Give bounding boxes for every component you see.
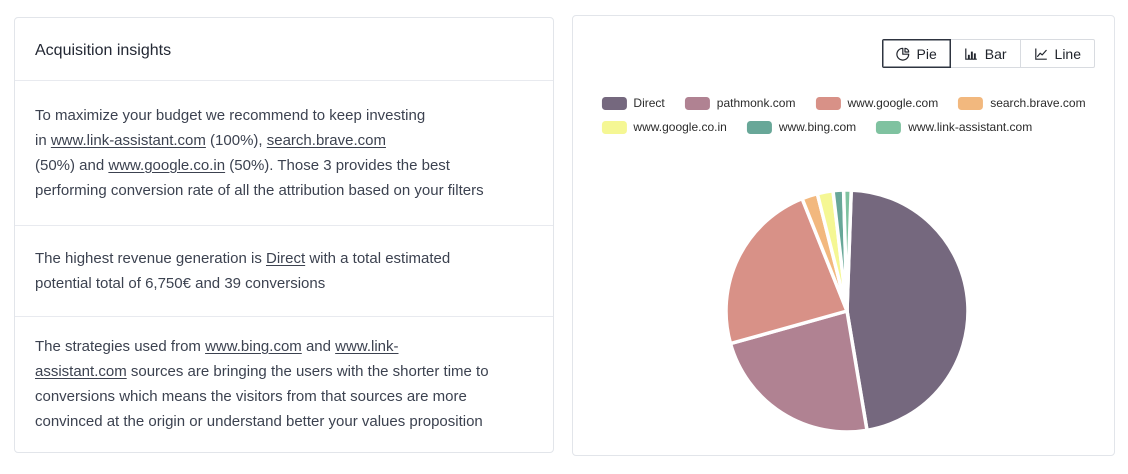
legend-row: Direct pathmonk.com www.google.com search.b…: [601, 96, 1086, 110]
insight-link[interactable]: Direct: [265, 250, 306, 267]
pie-slice-Direct[interactable]: [844, 188, 970, 433]
legend-swatch: [684, 96, 710, 110]
legend-item-www.bing.com[interactable]: www.bing.com: [746, 120, 857, 134]
insight-text: The strategies used from: [35, 338, 206, 355]
legend-label: Direct: [633, 96, 665, 110]
insight-sections: To maximize your budget we recommend to …: [15, 81, 553, 452]
bar-toggle-button[interactable]: Bar: [949, 39, 1021, 68]
insight-text: (100%),: [205, 132, 267, 149]
legend-label: pathmonk.com: [716, 96, 796, 110]
line-toggle-label: Line: [1054, 45, 1081, 62]
insight-link[interactable]: search.brave.com: [266, 132, 386, 149]
insight-paragraph: The strategies used from www.bing.com an…: [15, 317, 553, 452]
insight-text: To maximize your budget we recommend to …: [35, 107, 426, 149]
line-toggle-button[interactable]: Line: [1019, 39, 1095, 68]
legend-swatch: [876, 120, 902, 134]
legend-label: www.link-assistant.com: [908, 120, 1033, 134]
pie-toggle-label: Pie: [916, 45, 937, 62]
line-chart-icon: [1034, 48, 1047, 60]
pie-slice-www.google.com[interactable]: [723, 196, 849, 346]
legend-item-www.google.co.in[interactable]: www.google.co.in: [601, 120, 727, 134]
insight-link[interactable]: www.link- assistant.com: [35, 338, 399, 380]
chart-card: Pie Bar Line Direct pathmonk.com www.googl…: [572, 15, 1115, 456]
legend-swatch: [746, 120, 772, 134]
legend-item-pathmonk.com[interactable]: pathmonk.com: [684, 96, 796, 110]
insight-link[interactable]: www.google.co.in: [108, 157, 226, 174]
legend-label: www.bing.com: [778, 120, 857, 134]
pie-slice-www.link-assistant.com[interactable]: [841, 188, 853, 313]
legend-label: search.brave.com: [990, 96, 1086, 110]
legend-item-search.brave.com[interactable]: search.brave.com: [958, 96, 1086, 110]
insights-card-title: Acquisition insights: [15, 18, 553, 81]
legend-row: www.google.co.in www.bing.com www.link-ass…: [601, 120, 1032, 134]
insight-text: sources are bringing the users with the …: [35, 363, 489, 430]
legend-swatch: [958, 96, 984, 110]
chart-type-toggle: Pie Bar Line: [881, 39, 1095, 68]
insight-paragraph: To maximize your budget we recommend to …: [15, 81, 553, 226]
pie-slice-pathmonk.com[interactable]: [728, 309, 869, 434]
legend-item-www.google.com[interactable]: www.google.com: [815, 96, 938, 110]
chart-legend: Direct pathmonk.com www.google.com search.b…: [601, 96, 1086, 134]
insight-text: with a total estimated potential total o…: [35, 250, 451, 292]
insight-link[interactable]: www.bing.com: [205, 338, 302, 355]
legend-item-www.link-assistant.com[interactable]: www.link-assistant.com: [876, 120, 1032, 134]
insight-link[interactable]: www.link-assistant.com: [50, 132, 206, 149]
legend-swatch: [601, 120, 627, 134]
legend-swatch: [815, 96, 841, 110]
pie-toggle-button[interactable]: Pie: [881, 39, 951, 68]
bar-toggle-label: Bar: [984, 45, 1007, 62]
insight-paragraph: The highest revenue generation is Direct…: [15, 226, 553, 317]
insights-card: Acquisition insights To maximize your bu…: [14, 17, 554, 453]
legend-label: www.google.com: [847, 96, 939, 110]
legend-swatch: [601, 96, 627, 110]
pie-chart-icon: [895, 47, 909, 61]
insight-text: (50%). Those 3 provides the best perform…: [35, 157, 484, 199]
insight-text: (50%) and: [35, 157, 105, 174]
pie-chart: [723, 188, 970, 434]
pie-chart-wrap: [717, 181, 977, 441]
insight-text: The highest revenue generation is: [35, 250, 266, 267]
bar-chart-icon: [964, 48, 977, 60]
legend-label: www.google.co.in: [633, 120, 727, 134]
legend-item-Direct[interactable]: Direct: [601, 96, 665, 110]
insight-text: and: [301, 338, 336, 355]
